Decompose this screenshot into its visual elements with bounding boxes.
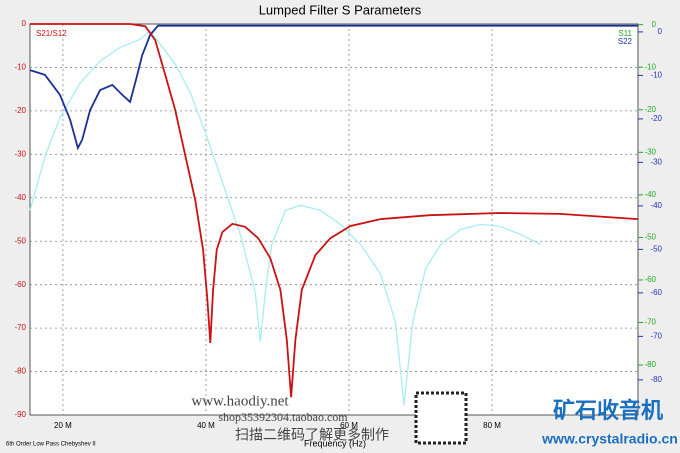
legend-entry: S22 — [618, 37, 633, 46]
y-tick-label: -10 — [14, 63, 26, 72]
x-tick-label: 40 M — [197, 421, 215, 430]
watermark: www.crystalradio.cn — [541, 431, 678, 447]
legend-entry: S11 — [618, 29, 632, 38]
line-series — [30, 23, 639, 398]
y2-tick-label: -60 — [644, 275, 656, 284]
y-tick-label: -70 — [14, 323, 26, 332]
y2-tick-label: -50 — [644, 233, 656, 242]
y2-tick-label: 0 — [652, 20, 657, 29]
y2-tick-label: -40 — [644, 190, 656, 199]
y2-tick-label: -70 — [644, 318, 656, 327]
y2-tick-label: -30 — [644, 147, 656, 156]
y3-tick-label: -80 — [650, 375, 662, 384]
y2-tick-label: -80 — [644, 360, 656, 369]
watermark: shop35392304.taobao.com — [218, 410, 348, 424]
legend-entry: S21/S12 — [36, 29, 67, 38]
watermark: 矿石收音机 — [553, 398, 663, 423]
y-tick-label: -20 — [14, 106, 26, 115]
line-series — [29, 29, 541, 406]
line-series — [29, 24, 638, 151]
watermark: www.haodiy.net — [191, 393, 289, 409]
y-tick-label: -90 — [14, 410, 26, 419]
y-tick-label: 0 — [22, 19, 27, 28]
x-tick-label: 60 M — [340, 421, 358, 430]
y2-tick-label: -20 — [644, 105, 656, 114]
chart-title: Lumped Filter S Parameters — [259, 2, 422, 17]
y3-tick-label: -20 — [650, 114, 662, 123]
y2-tick-label: -10 — [644, 62, 656, 71]
y3-tick-label: 0 — [658, 27, 663, 36]
y3-tick-label: -30 — [650, 158, 662, 167]
y3-tick-label: -10 — [650, 71, 662, 80]
x-tick-label: 20 M — [54, 421, 72, 430]
y-tick-label: -30 — [14, 149, 26, 158]
y-tick-label: -40 — [14, 193, 26, 202]
watermark: 扫描二维码了解更多制作 — [235, 427, 389, 443]
y3-tick-label: -40 — [650, 201, 662, 210]
footnote: 6th Order Low Pass Chebyshev II — [6, 442, 96, 448]
y-tick-label: -80 — [14, 367, 26, 376]
y3-tick-label: -60 — [650, 288, 662, 297]
y3-tick-label: -50 — [650, 244, 662, 253]
x-tick-label: 80 M — [483, 421, 501, 430]
qr-code — [414, 391, 468, 445]
y-tick-label: -60 — [14, 280, 26, 289]
y3-tick-label: -70 — [650, 331, 662, 340]
y-tick-label: -50 — [14, 236, 26, 245]
x-axis-label: Frequency (Hz) — [304, 438, 366, 448]
